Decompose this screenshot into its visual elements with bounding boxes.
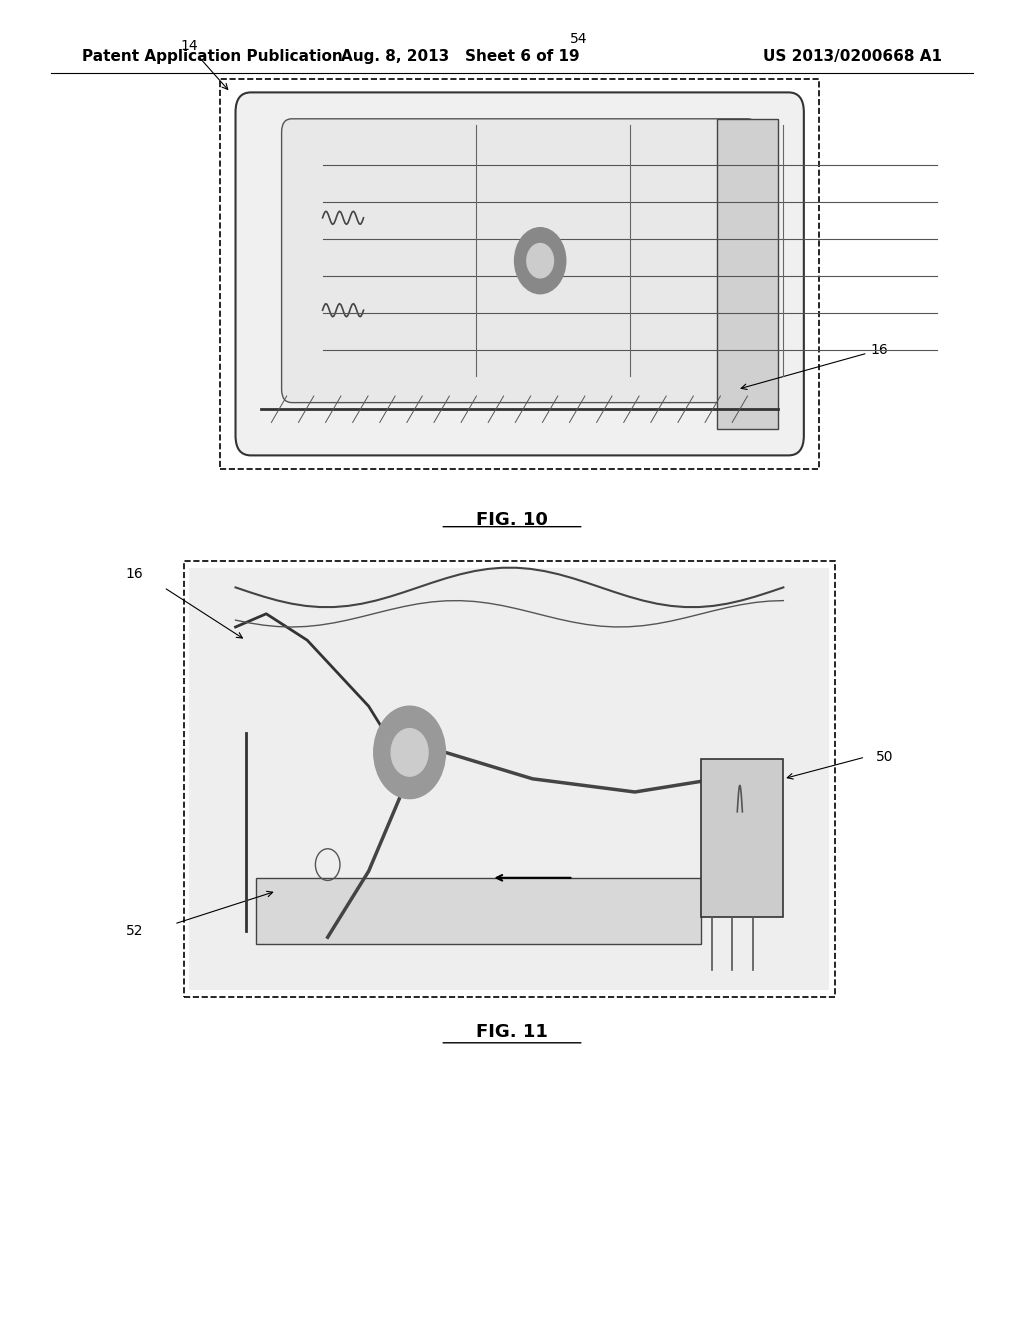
Circle shape (374, 706, 445, 799)
Text: FIG. 10: FIG. 10 (476, 511, 548, 529)
Circle shape (526, 243, 553, 279)
Circle shape (514, 227, 565, 294)
Bar (189, 568, 829, 990)
Bar (220, 79, 819, 469)
Circle shape (391, 729, 428, 776)
Bar (717, 119, 778, 429)
Text: Aug. 8, 2013   Sheet 6 of 19: Aug. 8, 2013 Sheet 6 of 19 (341, 49, 581, 65)
Text: 16: 16 (126, 568, 143, 581)
FancyBboxPatch shape (282, 119, 758, 403)
Text: 52: 52 (126, 924, 143, 937)
Bar (701, 759, 783, 917)
Text: 50: 50 (876, 750, 893, 764)
Text: 54: 54 (569, 32, 588, 46)
Text: US 2013/0200668 A1: US 2013/0200668 A1 (763, 49, 942, 65)
FancyBboxPatch shape (236, 92, 804, 455)
Text: Patent Application Publication: Patent Application Publication (82, 49, 343, 65)
Text: FIG. 11: FIG. 11 (476, 1023, 548, 1041)
Bar (184, 561, 835, 997)
Text: 16: 16 (741, 343, 888, 389)
Text: 14: 14 (180, 40, 227, 90)
Bar (256, 878, 701, 944)
